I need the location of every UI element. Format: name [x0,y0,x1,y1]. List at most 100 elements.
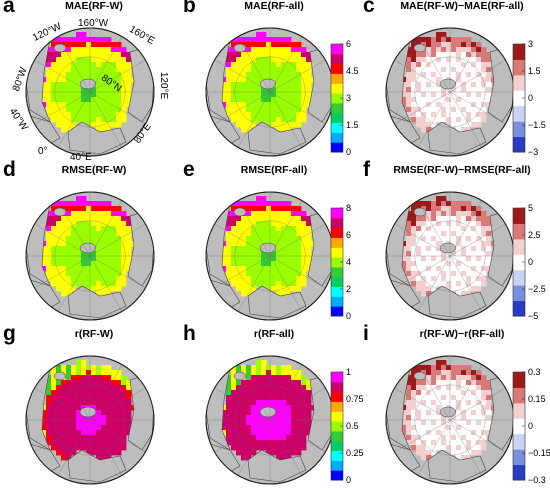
panel-letter: c [363,0,375,17]
colorbar-tick: 0 [528,257,533,267]
panel-title: r(RF-W)−r(RF-all) [419,328,505,340]
geo-label-e40: 40°E [70,152,92,163]
island [413,43,427,53]
landmass [247,449,307,483]
colorbar-3: 5 2.5 0 −2.5 −5 [512,203,546,321]
island [233,43,247,53]
polar-map-d [25,191,155,321]
panel-title: MAE(RF-W)−MAE(RF-all) [400,0,524,12]
parallel [234,56,306,128]
meridian [214,387,326,453]
panel-letter: a [3,0,15,17]
colorbar-tick: −5 [528,311,538,321]
colorbar-tick: 3 [346,93,351,103]
map-panel-g: g r(RF-W) [0,322,180,488]
colorbar-tick: 1.5 [346,120,359,130]
panel-letter: b [183,0,196,17]
parallel [54,56,126,128]
meridian [214,223,326,289]
landmass [127,375,154,451]
map-panel-d: d RMSE(RF-W) [0,158,180,324]
meridian [394,223,506,289]
geo-label-e120: 120°E [158,71,170,100]
colorbar-tick: 4.5 [346,66,359,76]
colorbar-2: 8 6 4 2 0 [330,203,351,321]
polar-map-h [205,355,335,485]
polar-map-b [205,27,335,157]
colorbar-tick: 4 [346,257,351,267]
colorbar-tick: −3 [528,147,538,157]
island [53,43,67,53]
colorbar-1: 3 1.5 0 −1.5 −3 [512,39,546,157]
panel-title: MAE(RF-all) [244,0,304,12]
panel-letter: e [183,158,195,181]
colorbar-tick: 6 [346,39,351,49]
panel-letter: g [3,322,16,345]
colorbar-tick: 0.15 [528,394,546,404]
panel-letter: f [363,158,370,181]
colorbar-tick: 0 [346,475,351,485]
parallel [54,384,126,456]
panel-title: RMSE(RF-W) [61,164,127,176]
island [53,207,67,217]
colorbar-tick: 2 [346,284,351,294]
panel-title: r(RF-W) [74,328,114,340]
panel-title: r(RF-all) [253,328,295,340]
panel-title: RMSE(RF-all) [240,164,308,176]
meridian [394,59,506,125]
map-panel-e: e RMSE(RF-all) [180,158,360,324]
ocean-field [221,360,317,461]
geo-label-w160: 160°W [78,18,109,29]
panel-title: RMSE(RF-W)−RMSE(RF-all) [393,164,531,176]
landmass [67,121,127,155]
parallel [54,220,126,292]
parallel [234,220,306,292]
polar-map-g [25,355,155,485]
landmass [427,449,487,483]
polar-map-i [385,355,515,485]
ocean-field [41,32,137,133]
colorbar-tick: 0.3 [528,367,541,377]
colorbar-tick: 0.5 [346,421,359,431]
map-panel-f: f RMSE(RF-W)−RMSE(RF-all) [360,158,540,324]
colorbar-tick: 3 [528,39,533,49]
landmass [427,121,487,155]
colorbar-tick: 5 [528,203,533,213]
map-panel-a: a MAE(RF-W) [0,0,180,160]
panel-letter: i [363,322,369,345]
parallel [414,56,486,128]
colorbar-tick: 6 [346,230,351,240]
colorbar-tick: 1.5 [528,66,541,76]
colorbar-tick: 1 [346,367,351,377]
colorbar-tick: 0 [346,311,351,321]
meridian [34,387,146,453]
island [233,371,247,381]
panel-letter: h [183,322,196,345]
map-panel-h: h r(RF-all) [180,322,360,488]
parallel [414,220,486,292]
island [53,371,67,381]
colorbar-4: 1 0.75 0.5 0.25 0 [330,367,364,485]
panel-letter: d [3,158,16,181]
landmass [247,285,307,319]
colorbar-tick: −2.5 [528,284,546,294]
colorbar-tick: 0 [528,421,533,431]
meridian [214,59,326,125]
polar-map-e [205,191,335,321]
colorbar-tick: −1.5 [528,120,546,130]
landmass [127,47,154,123]
landmass [67,449,127,483]
landmass [427,285,487,319]
colorbar-tick: 0.25 [346,448,364,458]
colorbar-0: 6 4.5 3 1.5 0 [330,39,359,157]
landmass [127,211,154,287]
meridian [34,59,146,125]
colorbar-tick: 0 [346,147,351,157]
island [413,371,427,381]
colorbar-tick: 8 [346,203,351,213]
polar-map-a [25,27,155,157]
colorbar-tick: −0.3 [528,475,546,485]
ocean-field [401,360,497,461]
landmass [247,121,307,155]
colorbar-5: 0.3 0.15 0 −0.15 −0.3 [512,367,550,485]
